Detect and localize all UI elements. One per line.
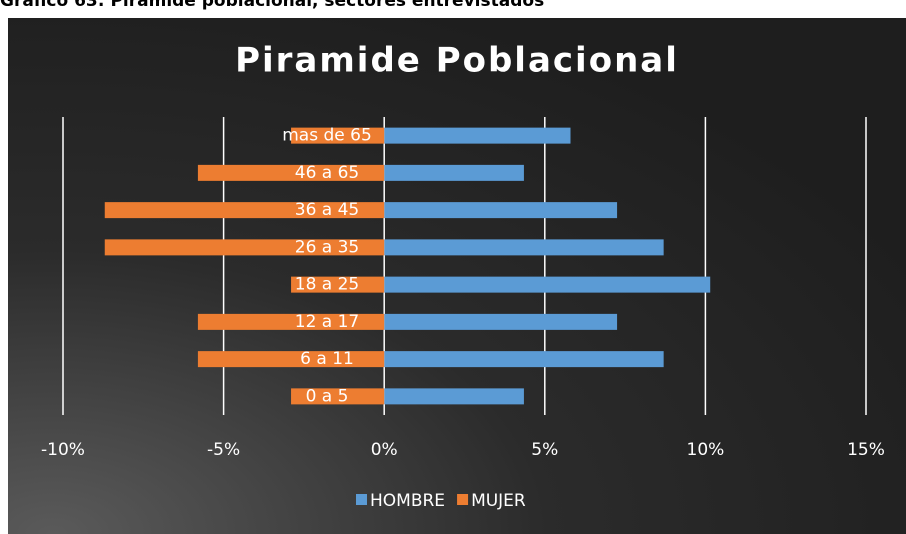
bar: [197, 313, 385, 330]
bar: [384, 388, 524, 405]
category-label: 0 a 5: [306, 386, 349, 406]
legend-label: HOMBRE: [370, 491, 445, 511]
bar: [384, 313, 618, 330]
bar: [291, 388, 385, 405]
category-label: 18 a 25: [295, 275, 360, 295]
bar: [104, 202, 385, 219]
legend-swatch: [356, 494, 367, 505]
category-label: 6 a 11: [300, 349, 354, 369]
bar: [197, 164, 385, 181]
bar: [197, 351, 385, 368]
bar: [384, 351, 664, 368]
chart-background: [8, 18, 906, 534]
legend-swatch: [457, 494, 469, 505]
x-tick-label: 0%: [371, 440, 398, 460]
x-tick-label: 15%: [847, 440, 885, 460]
bar: [104, 239, 385, 256]
bar: [291, 276, 385, 293]
bar: [291, 127, 385, 144]
category-label: 46 a 65: [295, 163, 360, 183]
x-tick-label: 5%: [531, 440, 558, 460]
chart-title: Piramide Poblacional: [235, 41, 679, 81]
bar: [384, 202, 618, 219]
caption: Gráfico 63: Pirámide poblacional, sector…: [0, 0, 545, 11]
category-label: 12 a 17: [295, 312, 360, 332]
bar: [384, 239, 664, 256]
category-label: mas de 65: [282, 126, 372, 146]
bar: [384, 127, 571, 144]
bar: [384, 164, 524, 181]
x-tick-label: -5%: [207, 440, 240, 460]
x-tick-label: 10%: [687, 440, 725, 460]
bar: [384, 276, 711, 293]
legend-label: MUJER: [471, 491, 526, 511]
category-label: 26 a 35: [295, 237, 360, 257]
category-label: 36 a 45: [295, 200, 360, 220]
x-tick-label: -10%: [41, 440, 85, 460]
